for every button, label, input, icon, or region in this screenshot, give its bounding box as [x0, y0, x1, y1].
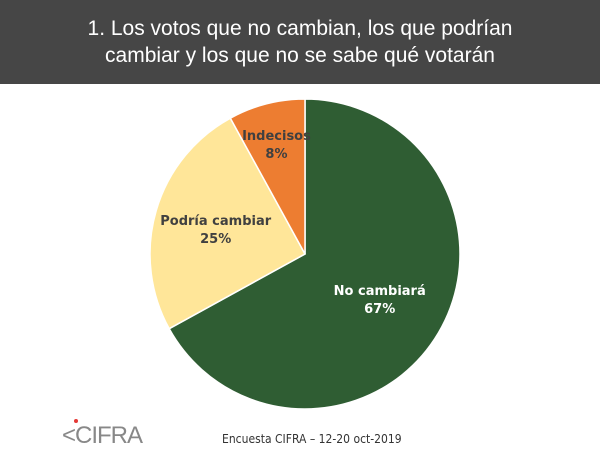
- pie-chart: No cambiará 67% Podría cambiar 25% Indecisos…: [149, 98, 461, 410]
- chart-title: 1. Los votos que no cambian, los que pod…: [87, 17, 513, 67]
- cifra-logo: <CIFRA: [62, 419, 143, 450]
- slice-label: Podría cambiar 25%: [160, 214, 271, 247]
- pie-slice-1: [149, 117, 307, 330]
- source-note: Encuesta CIFRA – 12-20 oct-2019: [222, 432, 402, 446]
- pie-slice-2: [229, 98, 306, 255]
- pie-slice-0: [168, 98, 461, 410]
- slice-category-label: Indecisos: [242, 129, 311, 144]
- title-banner: 1. Los votos que no cambian, los que pod…: [0, 0, 600, 84]
- slice-label: No cambiará 67%: [334, 284, 426, 317]
- slice-label: Indecisos 8%: [242, 129, 311, 162]
- slice-value-label: 8%: [265, 147, 287, 162]
- slice-category-label: No cambiará: [334, 284, 426, 299]
- slice-value-label: 67%: [364, 302, 395, 317]
- slice-category-label: Podría cambiar: [160, 214, 271, 229]
- slice-value-label: 25%: [200, 232, 231, 247]
